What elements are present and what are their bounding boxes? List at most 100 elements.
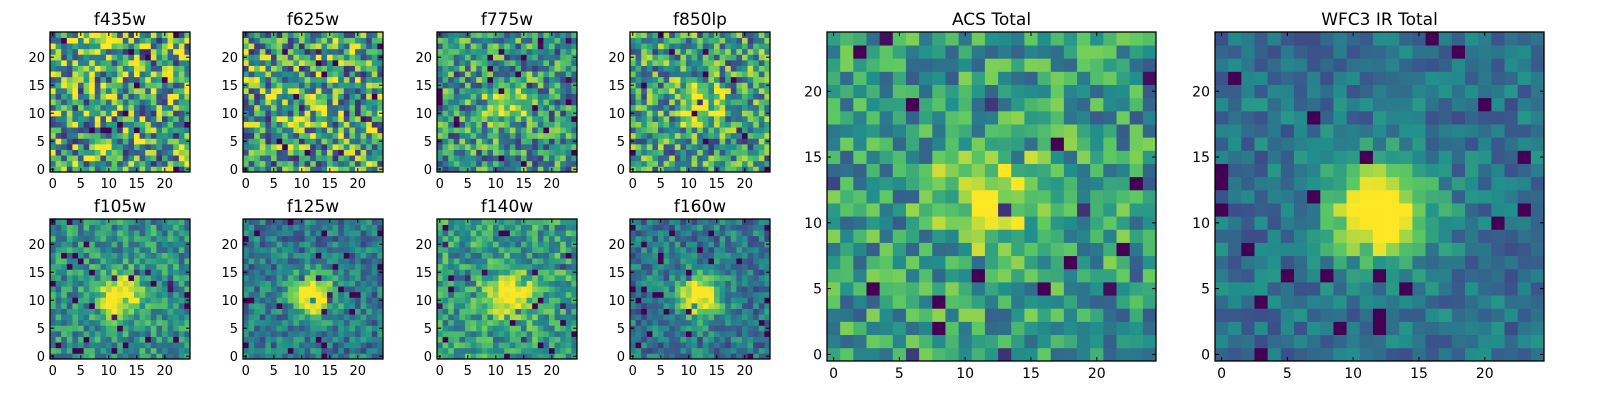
heatmap-cell [453, 291, 460, 298]
heatmap-cell [50, 48, 56, 55]
heatmap-cell [487, 104, 494, 111]
heatmap-cell [61, 93, 68, 100]
heatmap-cells [50, 32, 191, 173]
heatmap-cell [150, 291, 157, 298]
heatmap-cell [526, 275, 533, 281]
heatmap-cell [453, 342, 460, 349]
heatmap-cell [549, 71, 555, 78]
heatmap-cell [481, 32, 488, 38]
heatmap-cell [150, 48, 157, 55]
heatmap-cell [78, 252, 84, 259]
heatmap-cell [753, 93, 760, 100]
heatmap-cell [663, 331, 670, 337]
heatmap-cell [371, 336, 378, 343]
heatmap-cell [94, 263, 101, 270]
heatmap-cell [747, 347, 754, 354]
heatmap-cell [327, 280, 333, 287]
heatmap-cell [442, 280, 449, 287]
heatmap-cell [719, 308, 726, 315]
heatmap-cell [476, 127, 483, 134]
heatmap-cell [167, 219, 174, 225]
heatmap-cell [184, 116, 191, 122]
heatmap-cell [442, 241, 449, 248]
heatmap-cell [276, 138, 283, 145]
heatmap-cell [459, 235, 466, 242]
heatmap-cell [248, 353, 255, 360]
heatmap-cell [565, 325, 572, 332]
heatmap-cell [719, 32, 726, 38]
heatmap-cell [554, 258, 561, 265]
heatmap-cell [646, 166, 653, 173]
heatmap-cell [371, 60, 378, 66]
heatmap-cell [669, 319, 676, 326]
heatmap-cell [128, 60, 135, 66]
heatmap-cell [453, 82, 460, 89]
heatmap-cell [360, 104, 367, 111]
heatmap-cell [686, 76, 692, 83]
heatmap-cell [493, 155, 499, 162]
heatmap-cell [287, 43, 294, 50]
heatmap-cell [162, 110, 168, 117]
heatmap-cell [652, 43, 659, 50]
heatmap-cell [327, 319, 333, 326]
heatmap-cell [55, 280, 62, 287]
heatmap-cell [299, 37, 305, 44]
y-tick-label: 10 [28, 107, 45, 122]
heatmap-cell [293, 252, 300, 259]
heatmap-cell [173, 336, 180, 343]
heatmap-cell [150, 138, 157, 145]
heatmap-cell [310, 127, 317, 134]
heatmap-cell [487, 252, 494, 259]
heatmap-cell [310, 235, 317, 242]
heatmap-cell [565, 82, 572, 89]
heatmap-cell [94, 303, 101, 309]
heatmap-cell [276, 241, 283, 248]
heatmap-cell [543, 82, 550, 89]
heatmap-cell [736, 110, 743, 117]
heatmap-cell [299, 263, 305, 270]
heatmap-cell [674, 88, 681, 94]
heatmap-cell [646, 286, 653, 293]
heatmap-cell [366, 60, 373, 66]
heatmap-cell [355, 160, 361, 167]
heatmap-cell [167, 325, 174, 332]
heatmap-cell [725, 116, 732, 122]
heatmap-cell [453, 325, 460, 332]
heatmap-cell [83, 336, 90, 343]
heatmap-cell [271, 314, 277, 321]
heatmap-cell [162, 297, 168, 304]
heatmap-cell [481, 219, 488, 225]
heatmap-cell [343, 121, 350, 128]
heatmap-cell [753, 286, 760, 293]
heatmap-cell [377, 224, 384, 231]
heatmap-cell [470, 353, 477, 360]
heatmap-cell [332, 37, 339, 44]
heatmap-cell [78, 93, 84, 100]
heatmap-cell [476, 297, 483, 304]
heatmap-cell [276, 286, 283, 293]
heatmap-cell [310, 297, 317, 304]
heatmap-cell [481, 132, 488, 139]
heatmap-cell [658, 132, 664, 139]
heatmap-cell [635, 275, 642, 281]
heatmap-cell [448, 263, 455, 270]
heatmap-cell [747, 342, 754, 349]
heatmap-cell [708, 121, 715, 128]
heatmap-cell [321, 104, 328, 111]
heatmap-cell [663, 110, 670, 117]
heatmap-cell [465, 314, 471, 321]
heatmap-cell [543, 269, 550, 276]
heatmap-cell [646, 121, 653, 128]
heatmap-cell [156, 138, 163, 145]
heatmap-cell [83, 258, 90, 265]
heatmap-cell [719, 331, 726, 337]
heatmap-cell [509, 127, 516, 134]
x-tick-label: 10 [294, 177, 311, 192]
heatmap-cell [145, 303, 152, 309]
heatmap-cell [691, 291, 698, 298]
heatmap-cell [287, 104, 294, 111]
heatmap-cell [162, 127, 168, 134]
heatmap-cell [338, 99, 345, 106]
heatmap-cell [560, 342, 567, 349]
heatmap-cell [470, 155, 477, 162]
